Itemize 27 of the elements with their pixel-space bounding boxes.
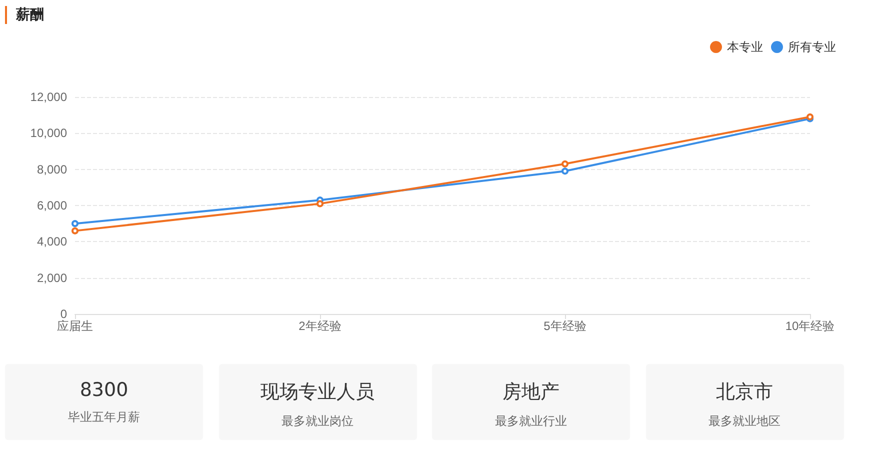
x-tick-label: 5年经验	[544, 319, 586, 333]
y-tick-label: 12,000	[30, 90, 68, 104]
y-tick-label: 8,000	[36, 162, 68, 176]
text: 最多就业行业	[494, 413, 568, 430]
chart-title: 薪酬	[5, 6, 44, 24]
text: 毕业五年月薪	[67, 409, 141, 426]
y-tick-label: 0	[60, 307, 68, 321]
legend-label: 本专业	[727, 40, 763, 54]
x-tick-label: 应届生	[57, 319, 93, 333]
x-tick-label: 2年经验	[298, 319, 342, 333]
point	[316, 200, 324, 208]
point	[562, 160, 568, 168]
legend-label: 所有专业	[788, 40, 836, 54]
point	[72, 227, 78, 234]
y-tick-label: 2,000	[36, 270, 68, 285]
text: 8300	[78, 379, 130, 401]
x-tick-label: 10年经验	[785, 319, 835, 333]
y-tick-label: 10,000	[30, 126, 68, 140]
point	[562, 168, 568, 175]
text: 最多就业岗位	[280, 413, 354, 430]
text: 最多就业地区	[708, 413, 782, 430]
text: 北京市	[715, 380, 774, 405]
y-tick-label: 6,000	[36, 198, 68, 212]
y-tick-label: 4,000	[36, 234, 68, 249]
text: 现场专业人员	[260, 380, 376, 405]
text: 房地产	[502, 380, 560, 405]
point	[72, 220, 78, 228]
